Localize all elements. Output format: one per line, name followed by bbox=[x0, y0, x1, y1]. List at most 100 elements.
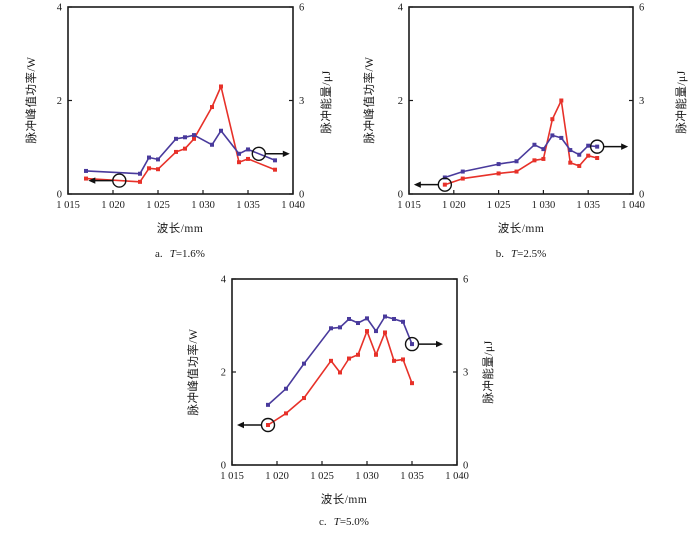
x-tick-label: 1 040 bbox=[281, 200, 305, 211]
plot-border bbox=[231, 278, 458, 466]
series-marker-pulse-energy bbox=[246, 147, 250, 152]
series-marker-pulse-peak-power bbox=[84, 176, 88, 181]
series-marker-pulse-peak-power bbox=[356, 352, 360, 357]
series-marker-pulse-energy bbox=[219, 128, 223, 133]
series-marker-pulse-peak-power bbox=[514, 169, 519, 174]
series-marker-pulse-energy bbox=[541, 147, 546, 152]
chart-a-caption: a. T=1.6% bbox=[80, 248, 280, 260]
series-marker-pulse-peak-power bbox=[550, 117, 555, 122]
series-marker-pulse-energy bbox=[192, 133, 196, 138]
y-tick-label-right: 6 bbox=[639, 3, 644, 14]
series-marker-pulse-peak-power bbox=[595, 156, 600, 161]
x-tick-label: 1 020 bbox=[442, 200, 466, 211]
series-marker-pulse-peak-power bbox=[174, 149, 178, 154]
series-marker-pulse-peak-power bbox=[410, 381, 414, 386]
x-tick-label: 1 040 bbox=[445, 471, 469, 482]
series-marker-pulse-energy bbox=[338, 325, 342, 330]
axis-indicator-arrowhead bbox=[88, 177, 96, 184]
series-marker-pulse-energy bbox=[347, 316, 351, 321]
plot-border bbox=[67, 6, 294, 195]
x-tick-label: 1 035 bbox=[576, 200, 600, 211]
series-marker-pulse-energy bbox=[514, 159, 519, 164]
series-line-pulse-peak-power bbox=[267, 330, 413, 426]
series-marker-pulse-energy bbox=[284, 386, 288, 391]
y-tick-label-right: 6 bbox=[299, 3, 304, 14]
axis-indicator-arrowhead bbox=[436, 340, 443, 348]
y-tick-label-left: 0 bbox=[221, 461, 226, 472]
x-tick-label: 1 025 bbox=[146, 200, 170, 211]
series-marker-pulse-energy bbox=[532, 142, 537, 147]
x-tick-label: 1 030 bbox=[355, 471, 379, 482]
caption-prefix: a. bbox=[155, 248, 163, 260]
x-tick-label: 1 030 bbox=[532, 200, 556, 211]
series-marker-pulse-energy bbox=[496, 162, 501, 167]
series-marker-pulse-energy bbox=[374, 329, 378, 334]
y-tick-label-right: 3 bbox=[639, 96, 644, 107]
series-marker-pulse-peak-power bbox=[138, 179, 142, 184]
series-marker-pulse-energy bbox=[302, 361, 306, 366]
series-marker-pulse-energy bbox=[383, 314, 387, 319]
x-tick-label: 1 035 bbox=[400, 471, 424, 482]
series-marker-pulse-peak-power bbox=[219, 84, 223, 89]
series-marker-pulse-energy bbox=[210, 142, 214, 147]
series-marker-pulse-energy bbox=[273, 158, 277, 163]
y-axis-label-left: 脉冲峰值功率/W bbox=[188, 328, 200, 416]
y-tick-label-left: 2 bbox=[57, 96, 62, 107]
series-marker-pulse-energy bbox=[183, 135, 187, 140]
y-tick-label-left: 2 bbox=[221, 368, 226, 379]
series-marker-pulse-energy bbox=[577, 152, 582, 157]
series-marker-pulse-peak-power bbox=[541, 156, 546, 161]
y-tick-label-right: 3 bbox=[463, 368, 468, 379]
series-marker-pulse-energy bbox=[356, 321, 360, 326]
series-marker-pulse-peak-power bbox=[156, 167, 160, 172]
y-tick-label-right: 0 bbox=[299, 190, 304, 201]
x-tick-label: 1 040 bbox=[621, 200, 645, 211]
series-line-pulse-peak-power bbox=[444, 99, 598, 186]
series-marker-pulse-energy bbox=[586, 143, 591, 148]
chart-b-caption: b. T=2.5% bbox=[421, 248, 621, 260]
series-marker-pulse-energy bbox=[156, 157, 160, 162]
caption-value: =1.6% bbox=[175, 248, 205, 260]
series-marker-pulse-peak-power bbox=[383, 330, 387, 335]
series-marker-pulse-peak-power bbox=[266, 423, 270, 428]
y-axis-label-right: 脉冲能量/μJ bbox=[321, 70, 333, 134]
x-axis-label: 波长/mm bbox=[156, 223, 204, 235]
series-marker-pulse-energy bbox=[237, 151, 241, 156]
series-marker-pulse-energy bbox=[392, 316, 396, 321]
series-marker-pulse-energy bbox=[147, 155, 151, 160]
caption-value: =2.5% bbox=[517, 248, 547, 260]
x-tick-label: 1 015 bbox=[56, 200, 80, 211]
series-marker-pulse-energy bbox=[174, 136, 178, 141]
y-axis-label-left: 脉冲峰值功率/W bbox=[364, 56, 376, 144]
series-marker-pulse-peak-power bbox=[183, 146, 187, 151]
series-line-pulse-energy bbox=[267, 315, 413, 406]
series-marker-pulse-peak-power bbox=[401, 357, 405, 362]
x-tick-label: 1 030 bbox=[191, 200, 215, 211]
series-marker-pulse-energy bbox=[365, 316, 369, 321]
series-marker-pulse-peak-power bbox=[532, 158, 537, 163]
series-marker-pulse-peak-power bbox=[365, 329, 369, 334]
y-tick-label-left: 4 bbox=[57, 3, 63, 14]
series-marker-pulse-peak-power bbox=[273, 167, 277, 172]
x-tick-label: 1 015 bbox=[397, 200, 421, 211]
x-tick-label: 1 035 bbox=[236, 200, 260, 211]
series-marker-pulse-peak-power bbox=[192, 136, 196, 141]
chart-c-caption: c. T=5.0% bbox=[244, 516, 444, 528]
chart-b: 1 015 1 020 1 025 1 030 1 035 1 040 0 2 4 0 3 6 脉冲峰… bbox=[350, 0, 700, 266]
y-tick-label-left: 0 bbox=[57, 190, 62, 201]
caption-symbol: T bbox=[333, 516, 340, 528]
series-marker-pulse-energy bbox=[559, 135, 564, 140]
y-tick-label-right: 0 bbox=[463, 461, 468, 472]
series-marker-pulse-peak-power bbox=[329, 358, 333, 363]
series-marker-pulse-peak-power bbox=[347, 356, 351, 361]
chart-c: 1 015 1 020 1 025 1 030 1 035 1 040 0 2 4 0 3 6 脉冲峰… bbox=[165, 265, 515, 533]
y-axis-label-left: 脉冲峰值功率/W bbox=[26, 56, 38, 144]
axis-indicator-arrowhead bbox=[282, 150, 290, 157]
x-tick-label: 1 015 bbox=[220, 471, 244, 482]
plot-border bbox=[408, 6, 634, 195]
y-axis-label-right: 脉冲能量/μJ bbox=[676, 70, 688, 134]
series-marker-pulse-peak-power bbox=[586, 153, 591, 158]
